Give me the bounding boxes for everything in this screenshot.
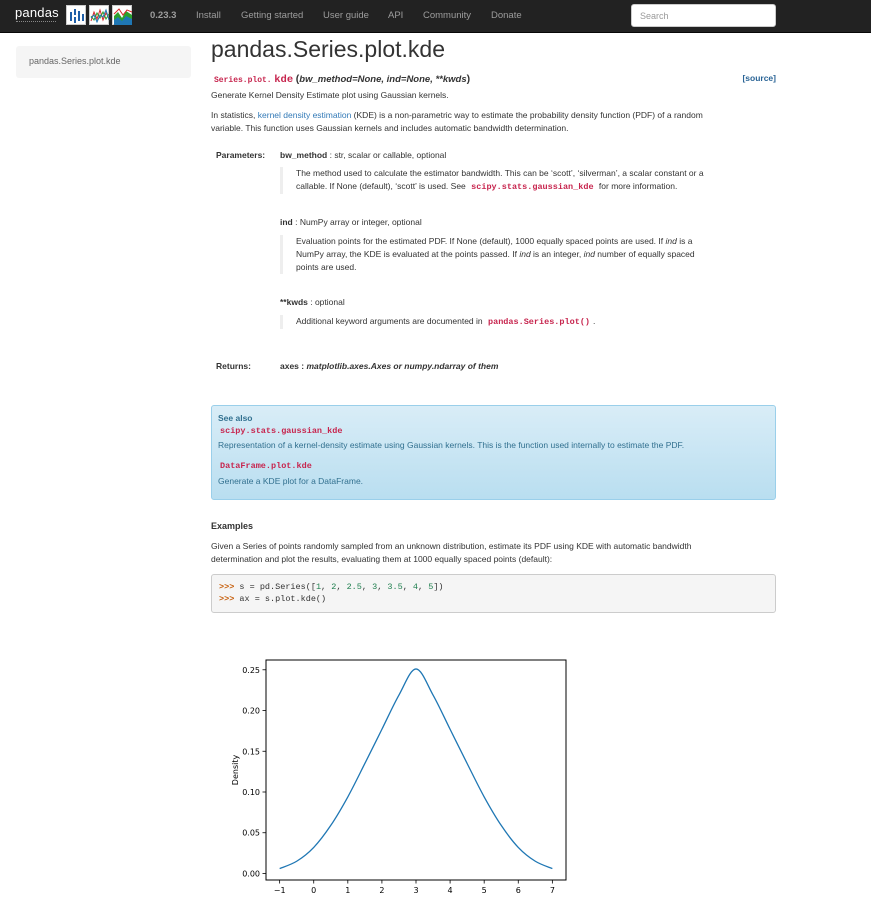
x-tick-label: 0: [311, 886, 316, 895]
brand-underline-decoration: [16, 21, 56, 24]
returns-value: axes : matplotlib.axes.Axes or numpy.nda…: [280, 361, 499, 371]
x-tick-label: −1: [274, 886, 286, 895]
series-plot-code-link[interactable]: pandas.Series.plot(): [488, 317, 591, 327]
source-link[interactable]: [source]: [742, 73, 776, 83]
y-tick-label: 0.15: [242, 747, 260, 756]
x-tick-label: 6: [516, 886, 521, 895]
logo-bars-icon[interactable]: [66, 5, 86, 25]
x-tick-label: 4: [448, 886, 453, 895]
see-also-dataframe-kde-link[interactable]: DataFrame.plot.kde: [220, 461, 312, 471]
y-tick-label: 0.20: [242, 707, 260, 716]
param-ind: ind : NumPy array or integer, optional: [280, 217, 422, 227]
param-kwds-desc: Additional keyword arguments are documen…: [280, 315, 760, 329]
x-tick-label: 7: [550, 886, 555, 895]
search-input[interactable]: [631, 4, 776, 27]
x-tick-label: 3: [413, 886, 418, 895]
kde-density-chart: −1 0 1 2 3 4 5 6 7 0.00 0.05 0.10 0.15 0.20 0.25 Densit…: [231, 659, 567, 895]
nav-version[interactable]: 0.23.3: [150, 10, 177, 21]
examples-text: Given a Series of points randomly sample…: [211, 541, 692, 564]
signature-params: bw_method=None, ind=None, **kwds: [299, 74, 467, 85]
see-also-gaussian-kde-link[interactable]: scipy.stats.gaussian_kde: [220, 426, 343, 436]
signature-name: kde: [274, 74, 294, 86]
logo-area-icon[interactable]: [112, 5, 133, 25]
y-tick-label: 0.00: [242, 869, 260, 878]
code-line-2: >>> ax = s.plot.kde(): [219, 594, 327, 604]
nav-link-getting-started[interactable]: Getting started: [241, 10, 304, 21]
y-tick-label: 0.05: [242, 829, 260, 838]
parameters-label: Parameters:: [216, 150, 266, 160]
gaussian-kde-code-link[interactable]: scipy.stats.gaussian_kde: [471, 182, 594, 192]
sidebar: pandas.Series.plot.kde: [16, 46, 191, 78]
sidebar-item-current[interactable]: pandas.Series.plot.kde: [29, 56, 121, 66]
nav-link-donate[interactable]: Donate: [491, 10, 522, 21]
see-also-box: See also scipy.stats.gaussian_kde Repres…: [211, 405, 776, 500]
nav-link-api[interactable]: API: [388, 10, 404, 21]
y-tick-label: 0.25: [242, 666, 260, 675]
code-line-1: >>> s = pd.Series([1, 2, 2.5, 3, 3.5, 4,…: [219, 582, 444, 592]
y-tick-label: 0.10: [242, 788, 260, 797]
see-also-title: See also: [218, 413, 253, 423]
x-tick-label: 1: [345, 886, 350, 895]
param-bw-method: bw_method : str, scalar or callable, opt…: [280, 150, 447, 160]
kde-series-line: [279, 668, 553, 870]
nav-link-user-guide[interactable]: User guide: [323, 10, 369, 21]
x-tick-label: 5: [482, 886, 487, 895]
nav-link-install[interactable]: Install: [196, 10, 221, 21]
summary-text: Generate Kernel Density Estimate plot us…: [211, 90, 449, 100]
param-kwds: **kwds : optional: [280, 297, 345, 307]
examples-heading: Examples: [211, 521, 254, 531]
description-text: In statistics, kernel density estimation…: [211, 110, 703, 133]
see-also-gaussian-kde-desc: Representation of a kernel-density estim…: [218, 440, 685, 450]
top-navbar: pandas 0.23.3 Install Getting started Us…: [0, 0, 871, 33]
brand-logo-text[interactable]: pandas: [15, 5, 59, 20]
x-tick-label: 2: [379, 886, 384, 895]
y-axis-label: Density: [231, 755, 240, 786]
signature-prefix: Series.plot.: [214, 76, 272, 85]
kde-wiki-link[interactable]: kernel density estimation: [257, 110, 352, 120]
param-ind-desc: Evaluation points for the estimated PDF.…: [280, 235, 760, 274]
see-also-dataframe-kde-desc: Generate a KDE plot for a DataFrame.: [218, 476, 364, 486]
logo-lines-icon[interactable]: [89, 5, 110, 25]
example-code-block[interactable]: >>> s = pd.Series([1, 2, 2.5, 3, 3.5, 4,…: [211, 574, 776, 613]
plot-frame: [265, 659, 567, 881]
page-title: pandas.Series.plot.kde: [211, 36, 445, 62]
returns-label: Returns:: [216, 361, 251, 371]
function-signature: Series.plot. kde (bw_method=None, ind=No…: [214, 73, 471, 86]
param-bw-method-desc: The method used to calculate the estimat…: [280, 167, 760, 194]
nav-link-community[interactable]: Community: [423, 10, 472, 21]
